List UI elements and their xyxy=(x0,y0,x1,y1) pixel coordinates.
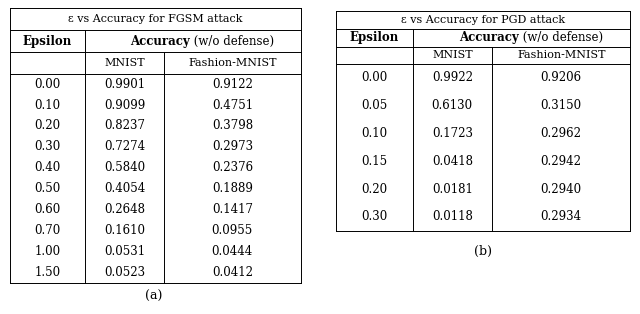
Text: 0.4054: 0.4054 xyxy=(104,182,145,195)
Text: 0.20: 0.20 xyxy=(361,182,387,196)
Text: 0.50: 0.50 xyxy=(35,182,61,195)
Text: 0.40: 0.40 xyxy=(35,161,61,174)
Text: 0.70: 0.70 xyxy=(35,224,61,237)
Text: 0.2942: 0.2942 xyxy=(541,155,582,168)
Text: (b): (b) xyxy=(474,245,492,258)
Text: Epsilon: Epsilon xyxy=(349,31,399,44)
Text: Fashion-MNIST: Fashion-MNIST xyxy=(188,58,276,68)
Text: 0.0181: 0.0181 xyxy=(432,182,473,196)
Text: 0.9922: 0.9922 xyxy=(432,71,473,84)
Text: 0.0444: 0.0444 xyxy=(212,245,253,258)
Text: 0.00: 0.00 xyxy=(361,71,387,84)
Text: Accuracy (w/o defense): Accuracy (w/o defense) xyxy=(452,31,591,44)
Text: 0.1417: 0.1417 xyxy=(212,203,253,216)
Text: 0.30: 0.30 xyxy=(35,140,61,153)
Text: 0.0523: 0.0523 xyxy=(104,266,145,279)
Text: 0.2973: 0.2973 xyxy=(212,140,253,153)
Text: 0.3798: 0.3798 xyxy=(212,120,253,133)
Text: (a): (a) xyxy=(145,290,163,303)
Text: Accuracy (w/o defense): Accuracy (w/o defense) xyxy=(124,35,262,48)
Text: 0.9122: 0.9122 xyxy=(212,78,253,91)
Text: 0.0418: 0.0418 xyxy=(432,155,473,168)
Text: 0.9206: 0.9206 xyxy=(541,71,582,84)
Text: 0.10: 0.10 xyxy=(35,99,61,111)
Text: ε vs Accuracy for FGSM attack: ε vs Accuracy for FGSM attack xyxy=(68,14,243,24)
Text: 0.0118: 0.0118 xyxy=(432,210,473,223)
Text: 0.2940: 0.2940 xyxy=(541,182,582,196)
Text: 0.9099: 0.9099 xyxy=(104,99,145,111)
Text: 0.20: 0.20 xyxy=(35,120,61,133)
Text: 0.1723: 0.1723 xyxy=(432,127,473,140)
Text: 0.8237: 0.8237 xyxy=(104,120,145,133)
Text: Fashion-MNIST: Fashion-MNIST xyxy=(517,50,605,60)
Text: MNIST: MNIST xyxy=(432,50,472,60)
Text: 1.50: 1.50 xyxy=(35,266,61,279)
Text: 0.0412: 0.0412 xyxy=(212,266,253,279)
Text: (w/o defense): (w/o defense) xyxy=(190,35,275,48)
Text: 0.4751: 0.4751 xyxy=(212,99,253,111)
Text: 0.1610: 0.1610 xyxy=(104,224,145,237)
Text: 0.6130: 0.6130 xyxy=(432,99,473,112)
Text: 0.0955: 0.0955 xyxy=(212,224,253,237)
Text: 0.2376: 0.2376 xyxy=(212,161,253,174)
Text: MNIST: MNIST xyxy=(104,58,145,68)
Text: 0.2648: 0.2648 xyxy=(104,203,145,216)
Text: 0.3150: 0.3150 xyxy=(541,99,582,112)
Text: 1.00: 1.00 xyxy=(35,245,61,258)
Text: 0.60: 0.60 xyxy=(35,203,61,216)
Text: 0.05: 0.05 xyxy=(361,99,387,112)
Text: 0.7274: 0.7274 xyxy=(104,140,145,153)
Text: 0.1889: 0.1889 xyxy=(212,182,253,195)
Text: Accuracy: Accuracy xyxy=(131,35,190,48)
Text: 0.2934: 0.2934 xyxy=(541,210,582,223)
Text: ε vs Accuracy for PGD attack: ε vs Accuracy for PGD attack xyxy=(401,15,565,25)
Text: (w/o defense): (w/o defense) xyxy=(518,31,603,44)
Text: 0.0531: 0.0531 xyxy=(104,245,145,258)
Text: 0.15: 0.15 xyxy=(361,155,387,168)
Text: 0.00: 0.00 xyxy=(35,78,61,91)
Text: 0.5840: 0.5840 xyxy=(104,161,145,174)
Text: 0.10: 0.10 xyxy=(361,127,387,140)
Text: Accuracy: Accuracy xyxy=(459,31,518,44)
Text: 0.30: 0.30 xyxy=(361,210,387,223)
Text: 0.2962: 0.2962 xyxy=(541,127,582,140)
Text: 0.9901: 0.9901 xyxy=(104,78,145,91)
Text: Epsilon: Epsilon xyxy=(23,35,72,48)
